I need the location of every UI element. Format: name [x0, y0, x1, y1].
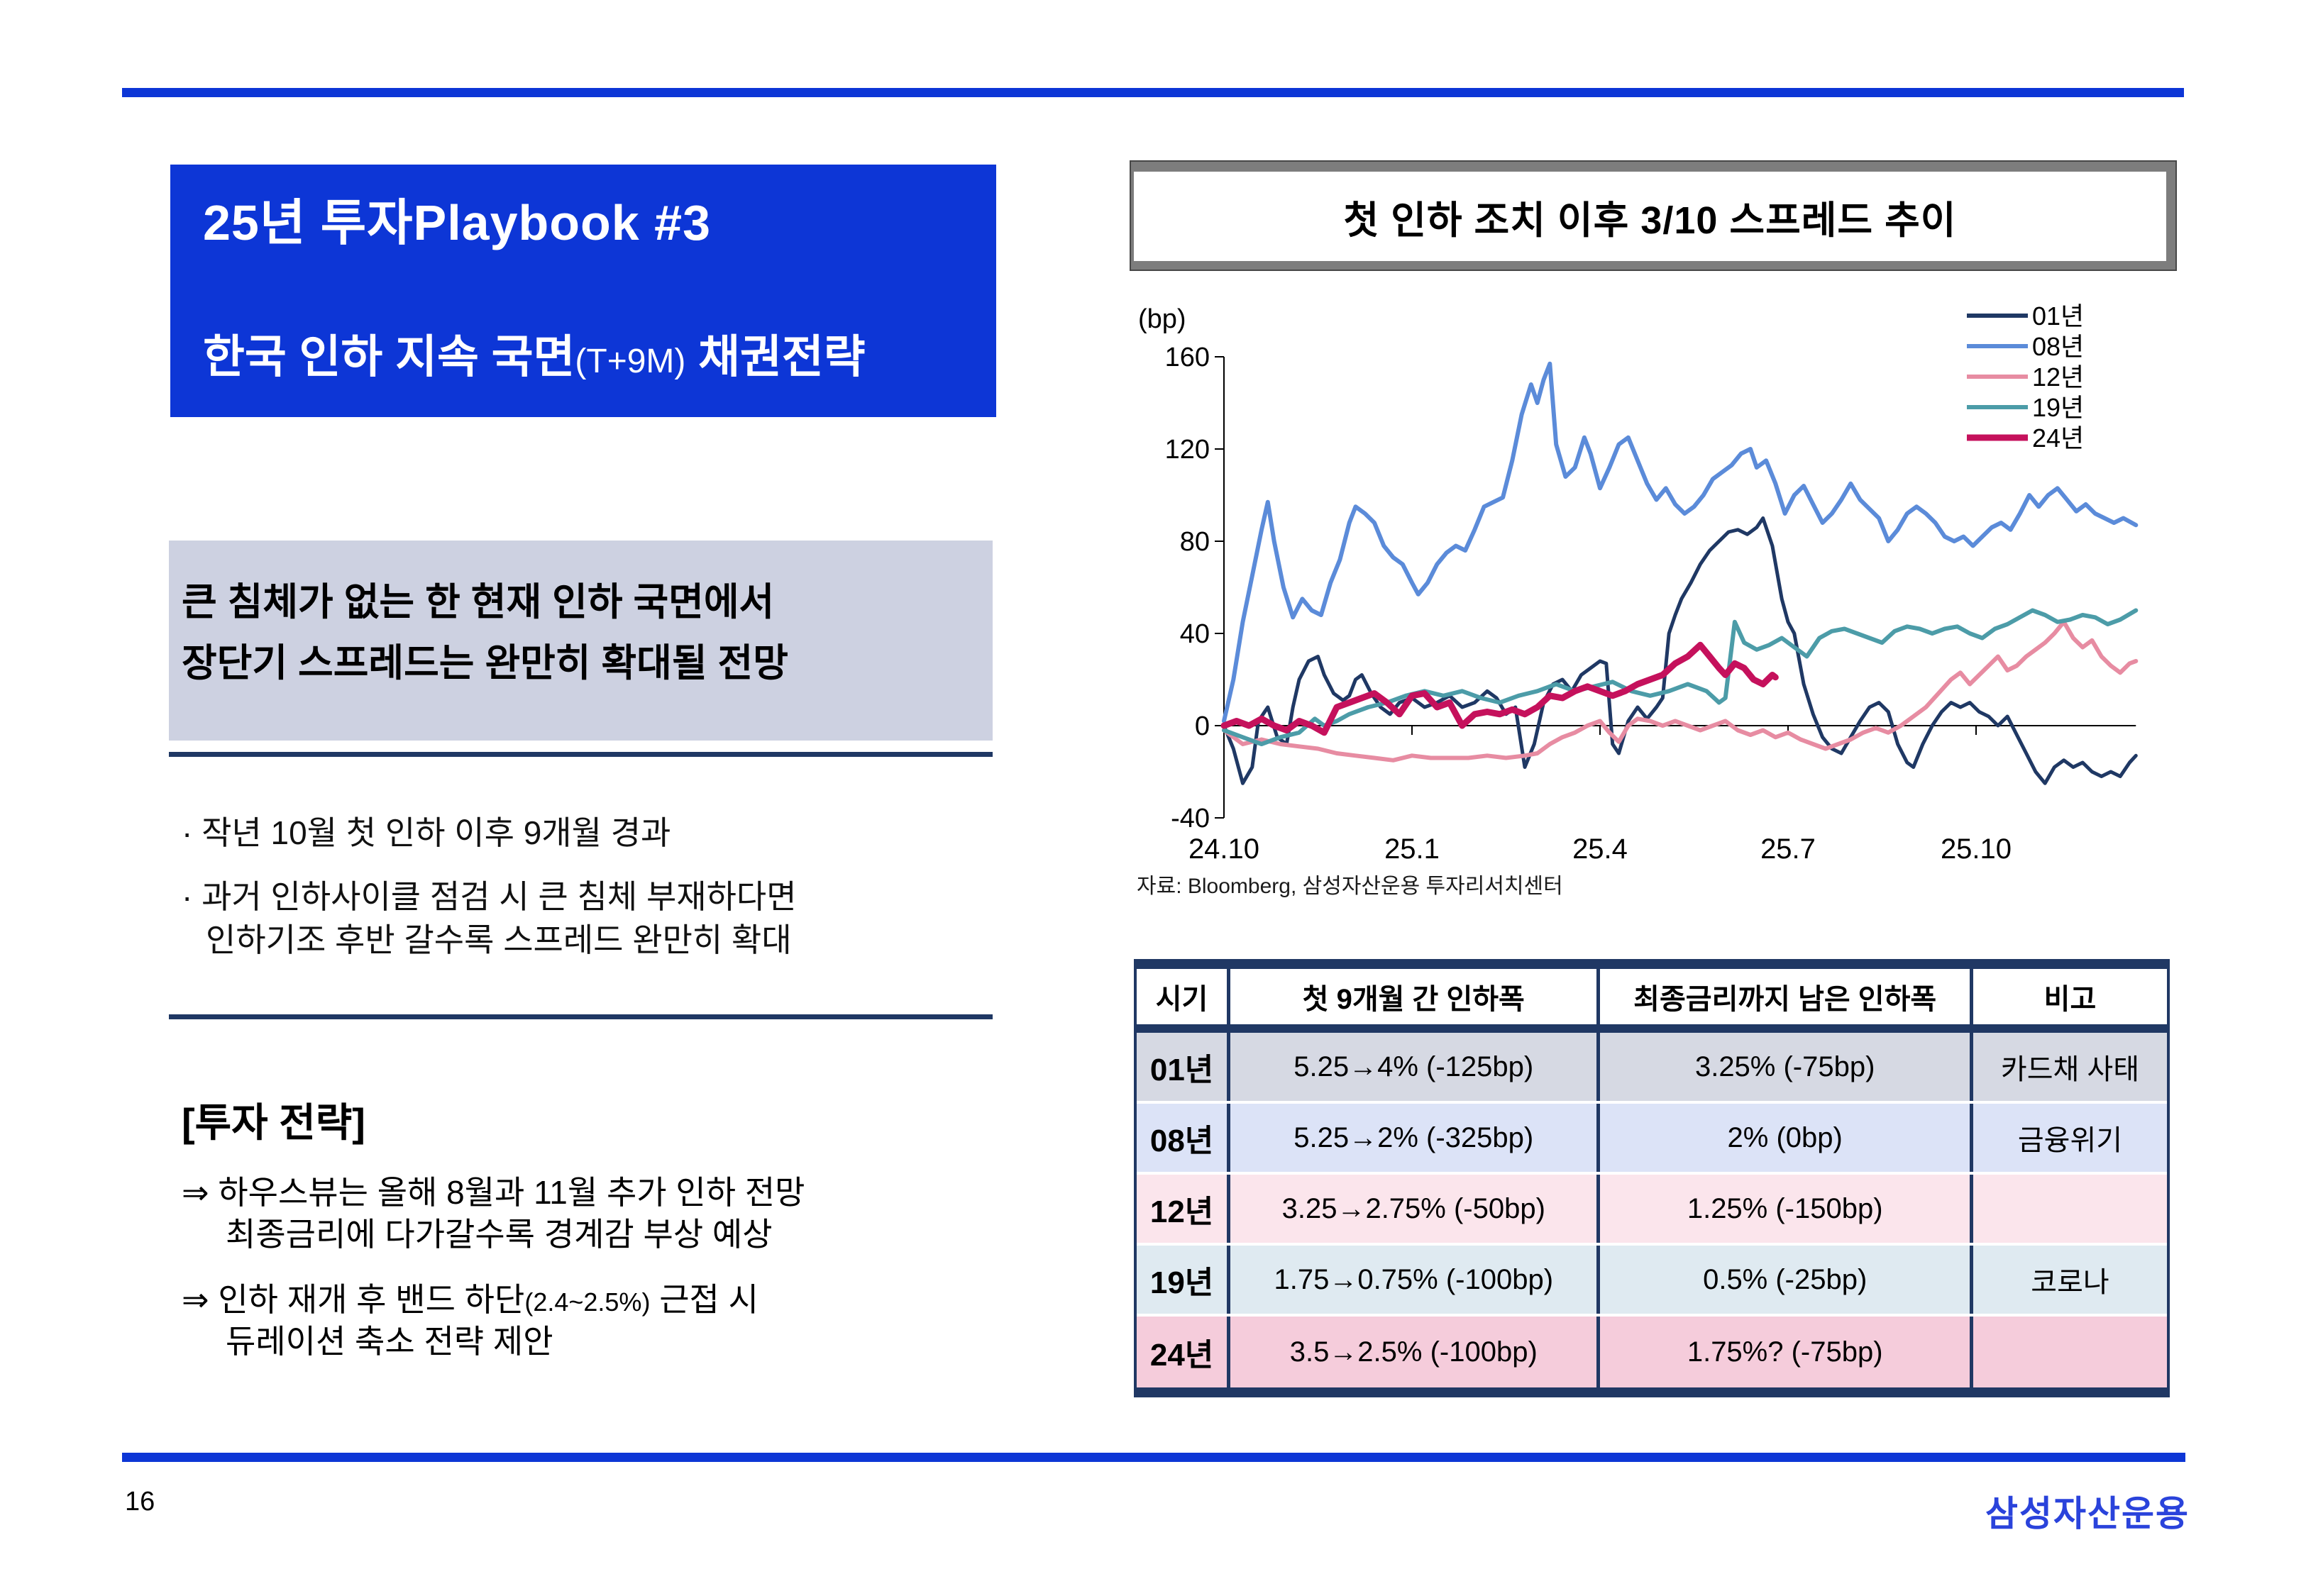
- bullet-1: · 작년 10월 첫 인하 이후 9개월 경과: [182, 814, 671, 851]
- chart-source: 자료: Bloomberg, 삼성자산운용 투자리서치센터: [1137, 875, 1563, 898]
- legend-label-24년: 24년: [2032, 423, 2084, 453]
- cell-note: 카드채 사태: [2000, 1054, 2140, 1085]
- cell-period: 08년: [1137, 1104, 1231, 1172]
- cell-remaining: 0.5% (-25bp): [1600, 1246, 1973, 1314]
- bullet-2-line2: 인하기조 후반 갈수록 스프레드 완만히 확대: [206, 921, 792, 958]
- cell-remaining: 3.25% (-75bp): [1600, 1033, 1973, 1101]
- y-tick-label: 40: [1180, 619, 1210, 649]
- col-header-note: 비고: [2043, 984, 2097, 1015]
- strategy-heading: [투자 전략]: [182, 1100, 365, 1145]
- page-number: 16: [125, 1487, 155, 1517]
- cell-note: [1973, 1317, 2167, 1387]
- strategy-item2-paren: (2.4~2.5%): [524, 1287, 651, 1317]
- col-header-period: 시기: [1137, 969, 1231, 1024]
- y-tick-label: 80: [1180, 527, 1210, 557]
- cell-period: 19년: [1137, 1246, 1231, 1314]
- rate-cut-table: 시기 첫 9개월 간 인하폭 최종금리까지 남은 인하폭 비고 01년 5.25…: [1134, 959, 2170, 1397]
- y-axis-unit-label: (bp): [1138, 304, 1186, 334]
- x-tick-label: 25.1: [1384, 833, 1440, 865]
- subtitle-paren: (T+9M): [575, 343, 686, 380]
- cell-remaining: 2% (0bp): [1600, 1104, 1973, 1172]
- cell-remaining: 1.25% (-150bp): [1600, 1175, 1973, 1243]
- chart-title-inner: 첫 인하 조치 이후 3/10 스프레드 추이: [1134, 172, 2166, 261]
- x-tick-label: 25.4: [1572, 833, 1628, 865]
- slide-title: 25년 투자Playbook #3: [203, 195, 712, 250]
- cell-note: 금융위기: [2017, 1125, 2123, 1156]
- series-line-12년: [1222, 619, 2139, 763]
- cell-remaining: 1.75%? (-75bp): [1600, 1317, 1973, 1387]
- cell-first9m: 5.25→4% (-125bp): [1230, 1033, 1601, 1101]
- series-line-19년: [1222, 608, 2139, 746]
- cell-first9m: 1.75→0.75% (-100bp): [1230, 1246, 1601, 1314]
- bottom-rule: [122, 1453, 2185, 1462]
- strategy-item2-main: ⇒ 인하 재개 후 밴드 하단: [182, 1281, 525, 1318]
- subtitle-main: 한국 인하 지속 국면: [203, 331, 575, 382]
- table-row: 19년 1.75→0.75% (-100bp) 0.5% (-25bp) 코로나: [1137, 1246, 2167, 1317]
- divider-1: [169, 752, 993, 757]
- y-tick-label: -40: [1171, 804, 1210, 833]
- cell-first9m: 3.25→2.75% (-50bp): [1230, 1175, 1601, 1243]
- legend-label-12년: 12년: [2032, 362, 2084, 392]
- cell-period: 12년: [1137, 1175, 1231, 1243]
- company-logo: 삼성자산운용: [1985, 1494, 2190, 1534]
- cell-first9m: 5.25→2% (-325bp): [1230, 1104, 1601, 1172]
- col-header-first9m: 첫 9개월 간 인하폭: [1230, 969, 1601, 1024]
- title-box: 25년 투자Playbook #3 한국 인하 지속 국면(T+9M) 채권전략: [170, 165, 996, 417]
- legend-label-08년: 08년: [2032, 332, 2084, 361]
- table-header-row: 시기 첫 9개월 간 인하폭 최종금리까지 남은 인하폭 비고: [1137, 969, 2167, 1033]
- series-line-24년: [1220, 641, 1779, 736]
- cell-note: 코로나: [2031, 1267, 2109, 1298]
- strategy-item1-line1: ⇒ 하우스뷰는 올해 8월과 11월 추가 인하 전망: [182, 1174, 805, 1211]
- top-rule: [122, 88, 2184, 97]
- strategy-item2-line1: ⇒ 인하 재개 후 밴드 하단(2.4~2.5%) 근접 시: [182, 1274, 758, 1321]
- x-tick-label: 24.10: [1188, 833, 1259, 865]
- legend-label-01년: 01년: [2032, 301, 2084, 331]
- chart-title: 첫 인하 조치 이후 3/10 스프레드 추이: [1343, 199, 1957, 242]
- y-tick-label: 120: [1165, 435, 1210, 465]
- series-line-01년: [1222, 516, 2138, 785]
- strategy-item2-tail: 근접 시: [650, 1281, 758, 1318]
- divider-2: [169, 1014, 993, 1019]
- key-message-line1: 큰 침체가 없는 한 현재 인하 국면에서: [182, 581, 775, 624]
- table-row: 12년 3.25→2.75% (-50bp) 1.25% (-150bp): [1137, 1175, 2167, 1246]
- bullet-2-line1: · 과거 인하사이클 점검 시 큰 침체 부재하다면: [182, 878, 797, 915]
- col-header-remaining: 최종금리까지 남은 인하폭: [1600, 969, 1973, 1024]
- cell-period: 24년: [1137, 1317, 1231, 1387]
- chart-title-box: 첫 인하 조치 이후 3/10 스프레드 추이: [1130, 160, 2177, 271]
- cell-first9m: 3.5→2.5% (-100bp): [1230, 1317, 1601, 1387]
- cell-note: [1973, 1175, 2167, 1243]
- legend-label-19년: 19년: [2032, 393, 2084, 422]
- series-line-08년: [1222, 361, 2139, 724]
- table-row: 24년 3.5→2.5% (-100bp) 1.75%? (-75bp): [1137, 1317, 2167, 1387]
- table-row: 08년 5.25→2% (-325bp) 2% (0bp) 금융위기: [1137, 1104, 2167, 1175]
- x-tick-label: 25.10: [1941, 833, 2012, 865]
- x-tick-label: 25.7: [1760, 833, 1816, 865]
- strategy-item2-line2: 듀레이션 축소 전략 제안: [226, 1323, 553, 1360]
- subtitle-tail: 채권전략: [685, 331, 866, 382]
- y-tick-label: 0: [1195, 711, 1210, 741]
- key-message-line2: 장단기 스프레드는 완만히 확대될 전망: [182, 642, 788, 685]
- cell-period: 01년: [1137, 1033, 1231, 1101]
- slide-subtitle: 한국 인하 지속 국면(T+9M) 채권전략: [203, 321, 866, 386]
- y-tick-label: 160: [1165, 343, 1210, 372]
- strategy-item1-line2: 최종금리에 다가갈수록 경계감 부상 예상: [226, 1216, 773, 1253]
- table-row: 01년 5.25→4% (-125bp) 3.25% (-75bp) 카드채 사…: [1137, 1033, 2167, 1104]
- key-message-box: 큰 침체가 없는 한 현재 인하 국면에서 장단기 스프레드는 완만히 확대될 …: [169, 541, 993, 741]
